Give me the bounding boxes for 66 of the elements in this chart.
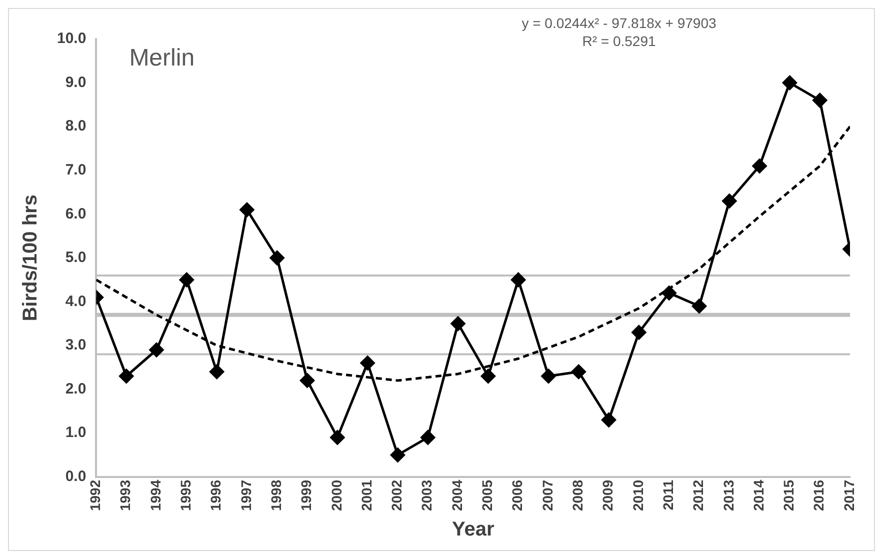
point — [541, 368, 556, 384]
y-tick-label: 1.0 — [65, 424, 86, 442]
x-tick-label: 2008 — [569, 480, 586, 512]
point — [602, 412, 616, 428]
point — [360, 356, 375, 370]
y-tick-label: 0.0 — [65, 468, 86, 485]
x-tick-label: 2006 — [509, 480, 526, 512]
x-tick-label: 2017 — [840, 480, 857, 512]
x-tick-label: 2009 — [600, 480, 616, 512]
y-tick-label: 5.0 — [65, 249, 86, 266]
x-tick-label: 2014 — [750, 480, 766, 512]
point — [330, 430, 345, 445]
point — [420, 430, 436, 445]
x-tick-label: 2004 — [448, 480, 465, 512]
y-tick-label: 3.0 — [65, 336, 86, 354]
point — [692, 298, 706, 314]
y-tick-label: 9.0 — [65, 74, 86, 91]
point — [662, 286, 676, 300]
point — [782, 76, 797, 90]
x-tick-label: 2000 — [328, 480, 344, 512]
point — [390, 448, 405, 462]
annotation: R² = 0.5291 — [582, 32, 656, 49]
y-axis-title: Birds/100 hrs — [20, 194, 42, 322]
text: y = 0.0244x² - 97.818x + 97903 — [522, 14, 716, 31]
point — [450, 316, 466, 331]
y-tick-label: 7.0 — [65, 161, 86, 178]
x-tick-label: 2013 — [720, 480, 736, 512]
point — [571, 364, 586, 380]
x-tick-label: 2011 — [660, 480, 676, 510]
point — [752, 158, 767, 174]
x-tick-label: 1993 — [117, 480, 134, 512]
point — [632, 325, 646, 340]
x-tick-label: 1999 — [298, 480, 314, 512]
y-tick-label: 6.0 — [65, 205, 86, 222]
point — [119, 368, 134, 384]
x-tick-label: 2010 — [630, 480, 646, 512]
point — [812, 93, 828, 108]
x-tick-label: 2015 — [780, 480, 797, 512]
point — [179, 272, 194, 288]
x-tick-label: 1992 — [87, 480, 104, 512]
y-tick-label: 8.0 — [65, 118, 86, 135]
y-tick-label: 2.0 — [65, 380, 86, 398]
point — [480, 368, 496, 384]
point — [149, 342, 164, 358]
point — [210, 364, 224, 380]
x-tick-label: 1998 — [268, 480, 284, 512]
x-axis-title: Year — [452, 518, 494, 541]
x-tick-label: 2005 — [479, 480, 496, 512]
x-tick-label: 1996 — [208, 480, 224, 512]
x-tick-label: 2012 — [690, 480, 706, 512]
point — [722, 194, 737, 208]
y-tick-label: 10.0 — [56, 30, 86, 48]
point — [511, 272, 526, 288]
x-tick-label: 2001 — [358, 480, 374, 512]
chart-title: Merlin — [129, 44, 195, 72]
x-tick-label: 2007 — [539, 480, 556, 512]
point — [240, 202, 254, 218]
point — [270, 250, 284, 266]
x-tick-label: 1995 — [178, 480, 194, 512]
x-tick-label: 2002 — [388, 480, 405, 512]
x-tick-label: 1997 — [238, 480, 254, 512]
x-tick-label: 2016 — [810, 480, 827, 512]
point — [300, 373, 315, 388]
x-tick-label: 2003 — [418, 480, 435, 512]
y-tick-label: 4.0 — [65, 292, 86, 310]
x-tick-label: 1994 — [147, 480, 164, 512]
